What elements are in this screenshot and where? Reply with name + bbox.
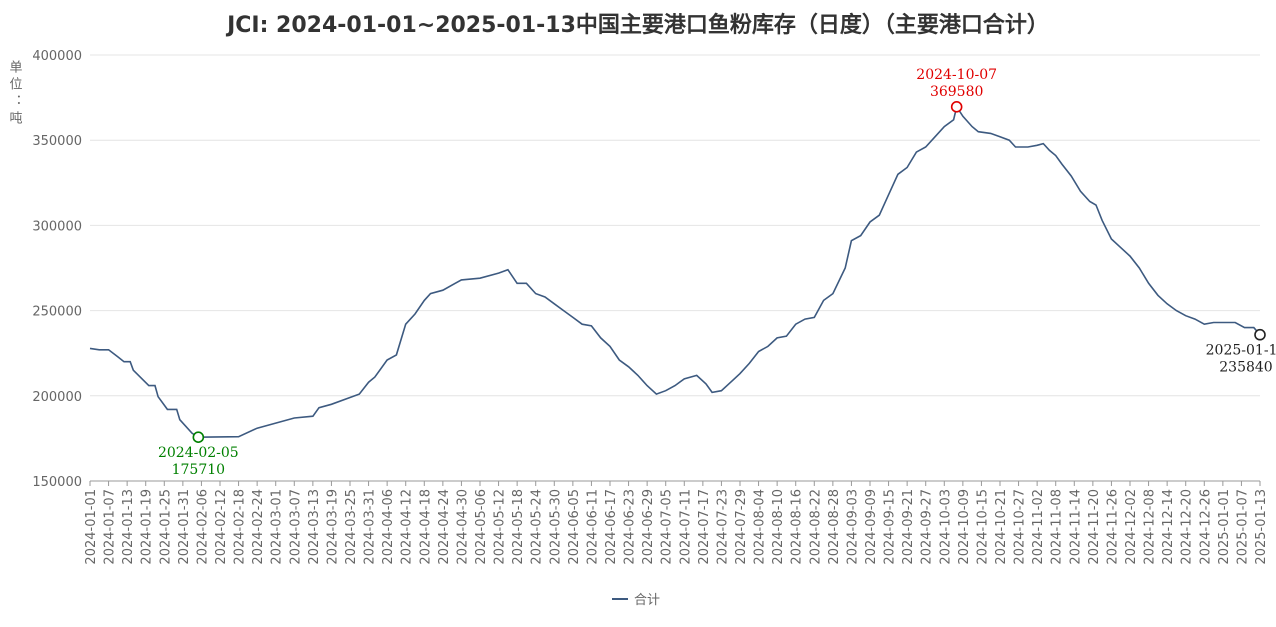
x-tick-label: 2024-10-21: [994, 489, 1009, 565]
x-tick-label: 2024-03-01: [270, 489, 285, 565]
x-tick-label: 2024-01-19: [140, 489, 155, 565]
x-tick-label: 2025-01-01: [1217, 489, 1232, 565]
x-tick-label: 2024-07-29: [734, 489, 749, 565]
x-tick-label: 2024-11-20: [1087, 489, 1102, 565]
x-tick-label: 2024-07-11: [678, 489, 693, 565]
x-tick-label: 2024-03-13: [307, 489, 322, 565]
x-tick-label: 2024-08-10: [771, 489, 786, 565]
x-tick-label: 2024-04-12: [400, 489, 415, 565]
annotation-value: 175710: [172, 462, 225, 478]
annotation-marker: [1254, 328, 1266, 341]
x-tick-label: 2024-05-24: [530, 489, 545, 565]
x-tick-label: 2024-05-18: [511, 489, 526, 565]
x-tick-label: 2025-01-07: [1235, 489, 1250, 565]
y-tick-label: 300000: [32, 219, 82, 234]
x-tick-label: 2024-02-12: [214, 489, 229, 565]
x-tick-label: 2024-01-13: [121, 489, 136, 565]
x-tick-label: 2024-05-06: [474, 489, 489, 565]
x-tick-label: 2024-03-25: [344, 489, 359, 565]
x-tick-label: 2024-01-25: [158, 489, 173, 565]
chart-title: JCI: 2024-01-01~2025-01-13中国主要港口鱼粉库存（日度）…: [225, 12, 1049, 38]
x-tick-label: 2024-10-27: [1013, 489, 1028, 565]
x-tick-label: 2024-01-01: [84, 489, 99, 565]
x-tick-label: 2024-06-23: [623, 489, 638, 565]
x-tick-label: 2024-08-22: [808, 489, 823, 565]
annotation-date: 2024-02-05: [158, 445, 239, 461]
x-tick-label: 2024-02-18: [233, 489, 248, 565]
x-tick-label: 2024-10-09: [957, 489, 972, 565]
x-tick-label: 2024-09-21: [901, 489, 916, 565]
x-tick-label: 2024-03-07: [288, 489, 303, 565]
annotation-value: 235840: [1219, 360, 1272, 376]
x-tick-label: 2024-02-24: [251, 489, 266, 565]
data-line: [89, 104, 1261, 439]
x-tick-label: 2024-12-08: [1143, 489, 1158, 565]
x-tick-label: 2024-03-31: [363, 489, 378, 565]
x-tick-label: 2024-04-18: [418, 489, 433, 565]
x-tick-label: 2024-08-16: [790, 489, 805, 565]
x-tick-label: 2024-09-03: [845, 489, 860, 565]
x-tick-label: 2024-11-14: [1068, 489, 1083, 565]
x-tick-label: 2024-01-31: [177, 489, 192, 565]
y-axis-label: 单位：吨: [7, 60, 23, 128]
x-tick-label: 2024-06-11: [585, 489, 600, 565]
x-tick-label: 2024-11-08: [1050, 489, 1065, 565]
x-tick-label: 2024-09-09: [864, 489, 879, 565]
x-tick-label: 2025-01-13: [1254, 489, 1269, 565]
annotation-date: 2025-01-13: [1206, 343, 1276, 359]
x-tick-label: 2024-05-30: [548, 489, 563, 565]
x-tick-label: 2024-11-02: [1031, 489, 1046, 565]
annotation-marker: [192, 431, 205, 443]
x-tick-label: 2024-10-03: [938, 489, 953, 565]
x-tick-label: 2024-12-02: [1124, 489, 1139, 565]
x-tick-label: 2024-03-19: [325, 489, 340, 565]
x-tick-label: 2024-07-17: [697, 489, 712, 565]
x-tick-label: 2024-12-14: [1161, 489, 1176, 565]
x-tick-label: 2024-04-24: [437, 489, 452, 565]
x-tick-label: 2024-05-12: [493, 489, 508, 565]
x-tick-label: 2024-06-05: [567, 489, 582, 565]
x-tick-label: 2024-04-06: [381, 489, 396, 565]
x-tick-label: 2024-12-26: [1198, 489, 1213, 565]
x-tick-label: 2024-07-23: [715, 489, 730, 565]
x-tick-label: 2024-08-04: [753, 489, 768, 565]
x-tick-label: 2024-07-05: [660, 489, 675, 565]
x-tick-label: 2024-02-06: [195, 489, 210, 565]
y-tick-label: 150000: [32, 475, 82, 490]
y-tick-label: 350000: [32, 134, 82, 149]
x-tick-label: 2024-04-30: [455, 489, 470, 565]
x-tick-label: 2024-06-29: [641, 489, 656, 565]
x-tick-label: 2024-01-07: [103, 489, 118, 565]
annotation-marker: [950, 101, 963, 113]
x-tick-label: 2024-10-15: [975, 489, 990, 565]
y-tick-label: 400000: [32, 49, 82, 64]
x-tick-label: 2024-12-20: [1180, 489, 1195, 565]
annotation-value: 369580: [930, 84, 983, 100]
annotation-date: 2024-10-07: [916, 67, 997, 83]
x-tick-label: 2024-08-28: [827, 489, 842, 565]
legend-label: 合计: [634, 593, 660, 608]
y-tick-label: 200000: [32, 390, 82, 405]
y-tick-label: 250000: [32, 305, 82, 320]
x-tick-label: 2024-09-15: [883, 489, 898, 565]
x-tick-label: 2024-06-17: [604, 489, 619, 565]
x-tick-label: 2024-09-27: [920, 489, 935, 565]
x-tick-label: 2024-11-26: [1105, 489, 1120, 565]
